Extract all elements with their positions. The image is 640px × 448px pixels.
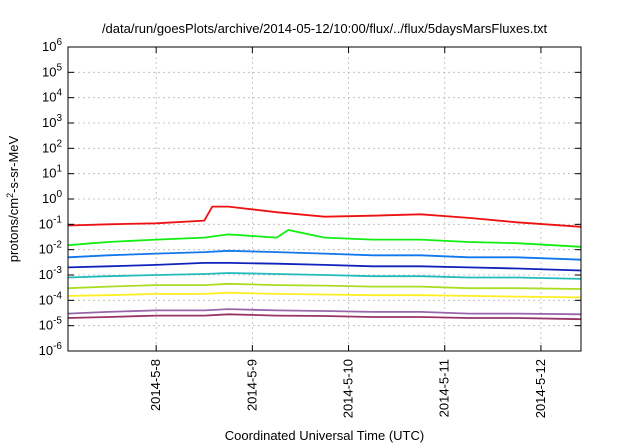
x-tick-label: 2014-5-9 xyxy=(244,359,259,411)
y-tick-label: 10-6 xyxy=(39,341,63,358)
series-line-9 xyxy=(67,313,582,321)
axis-ticks: 10-6 10-5 10-4 10-3 10-2 10-1 100 101 102 103 104 1… xyxy=(39,37,581,418)
y-tick-label: 103 xyxy=(42,113,62,130)
series-line-3 xyxy=(67,249,582,261)
y-tick-label: 100 xyxy=(42,189,62,206)
series-line-2 xyxy=(67,229,582,248)
y-tick-label: 10-3 xyxy=(39,265,63,282)
series-line-8 xyxy=(67,308,582,316)
x-tick-label: 2014-5-8 xyxy=(148,359,163,411)
x-tick-label: 2014-5-12 xyxy=(533,359,548,418)
y-tick-label: 106 xyxy=(42,37,62,54)
series-line-6 xyxy=(67,282,582,290)
y-tick-label: 102 xyxy=(42,138,62,155)
y-tick-label: 105 xyxy=(42,62,62,79)
series-line-1 xyxy=(67,205,582,228)
x-tick-label: 2014-5-10 xyxy=(341,359,356,418)
x-axis-title: Coordinated Universal Time (UTC) xyxy=(225,428,424,443)
series-lines xyxy=(67,205,582,321)
series-line-7 xyxy=(67,291,582,299)
series-line-5 xyxy=(67,272,582,280)
x-tick-label: 2014-5-11 xyxy=(437,359,452,417)
y-tick-label: 10-4 xyxy=(39,290,63,307)
y-axis-title: protons/cm2-s-sr-MeV xyxy=(5,135,21,262)
y-tick-label: 10-2 xyxy=(39,240,63,257)
chart-title: /data/run/goesPlots/archive/2014-05-12/1… xyxy=(102,21,548,36)
series-line-4 xyxy=(67,261,582,272)
y-tick-label: 10-1 xyxy=(39,214,63,231)
y-tick-label: 104 xyxy=(42,88,62,105)
y-tick-label: 101 xyxy=(42,164,62,181)
y-tick-label: 10-5 xyxy=(39,316,63,333)
